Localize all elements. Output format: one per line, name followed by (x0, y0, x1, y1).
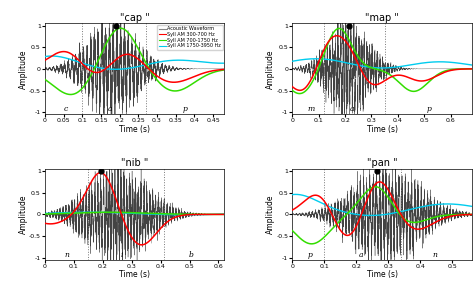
Text: p: p (182, 105, 188, 114)
Text: n: n (64, 251, 69, 259)
X-axis label: Time (s): Time (s) (366, 125, 398, 134)
Y-axis label: Amplitude: Amplitude (266, 49, 275, 88)
Text: a: a (108, 105, 113, 114)
Text: m: m (307, 105, 314, 114)
Text: p: p (427, 105, 432, 114)
X-axis label: Time (s): Time (s) (119, 125, 150, 134)
X-axis label: Time (s): Time (s) (119, 270, 150, 279)
Title: "cap ": "cap " (120, 13, 149, 22)
Title: "map ": "map " (365, 13, 399, 22)
Text: n: n (432, 251, 437, 259)
Y-axis label: Amplitude: Amplitude (18, 195, 27, 234)
Legend: Acoustic Waveform, Syll AM 300-700 Hz, Syll AM 700-1750 Hz, Syll AM 1750-3950 Hz: Acoustic Waveform, Syll AM 300-700 Hz, S… (157, 25, 223, 50)
X-axis label: Time (s): Time (s) (366, 270, 398, 279)
Y-axis label: Amplitude: Amplitude (18, 49, 27, 88)
Text: p: p (308, 251, 312, 259)
Text: i: i (120, 251, 123, 259)
Text: a: a (359, 251, 364, 259)
Text: c: c (64, 105, 68, 114)
Title: "nib ": "nib " (121, 158, 148, 168)
Text: b: b (189, 251, 193, 259)
Title: "pan ": "pan " (367, 158, 397, 168)
Text: a: a (349, 105, 354, 114)
Y-axis label: Amplitude: Amplitude (266, 195, 275, 234)
